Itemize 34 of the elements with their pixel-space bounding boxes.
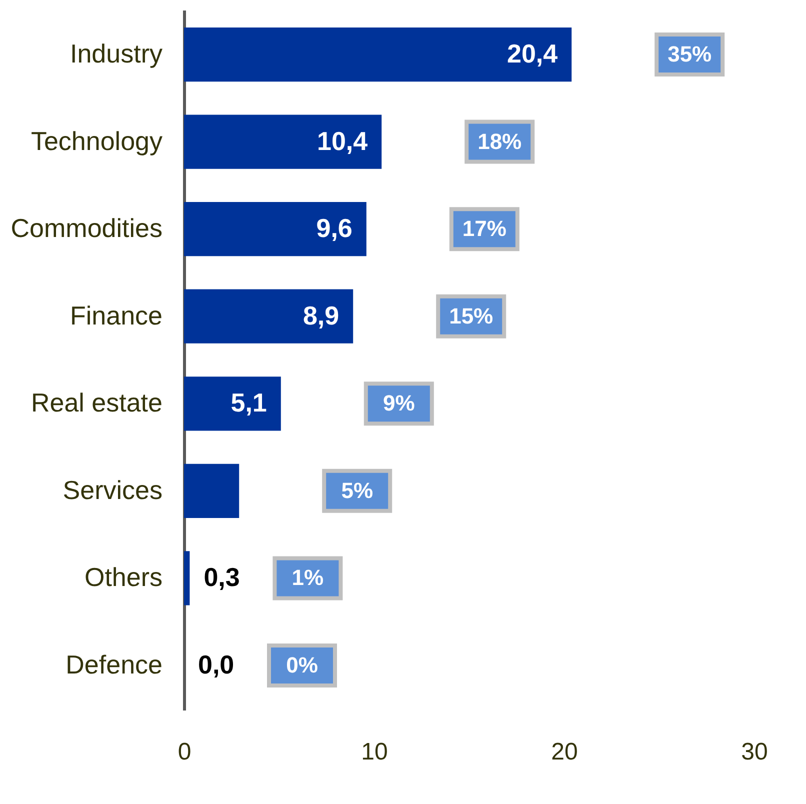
annotation: 9% xyxy=(383,390,415,416)
y-tick-label: Defence xyxy=(66,649,162,680)
annotation: 5% xyxy=(341,478,373,503)
annotation: 15% xyxy=(449,303,494,328)
annotation: 18% xyxy=(478,128,522,154)
bar xyxy=(184,114,382,169)
bar xyxy=(184,551,190,606)
data-label: 9,6 xyxy=(316,213,352,244)
y-tick-label: Services xyxy=(62,474,162,505)
annotation: 17% xyxy=(462,216,506,242)
bar xyxy=(184,464,240,518)
x-tick-label: 0 xyxy=(178,738,192,766)
bar xyxy=(184,376,281,431)
annotation: 35% xyxy=(668,42,712,67)
data-label: 10,4 xyxy=(316,126,368,156)
y-tick-label: Real estate xyxy=(30,388,162,418)
data-label: 20,4 xyxy=(506,38,558,69)
y-tick-label: Finance xyxy=(70,300,162,330)
annotation: 0% xyxy=(286,652,318,678)
y-tick-label: Commodities xyxy=(10,213,162,244)
data-label: 0,0 xyxy=(198,649,234,680)
bar xyxy=(184,27,572,82)
data-label: 8,9 xyxy=(302,300,340,330)
x-tick-label: 20 xyxy=(551,738,578,766)
data-label: 0,3 xyxy=(204,562,240,592)
y-tick-label: Others xyxy=(84,562,162,592)
x-tick-label: 30 xyxy=(741,738,768,766)
y-tick-label: Technology xyxy=(30,126,162,156)
bar xyxy=(184,202,366,256)
bar xyxy=(184,289,354,344)
y-tick-label: Industry xyxy=(70,38,162,69)
data-label: 5,1 xyxy=(230,388,267,418)
annotation: 1% xyxy=(292,565,324,590)
x-tick-label: 10 xyxy=(361,738,388,766)
